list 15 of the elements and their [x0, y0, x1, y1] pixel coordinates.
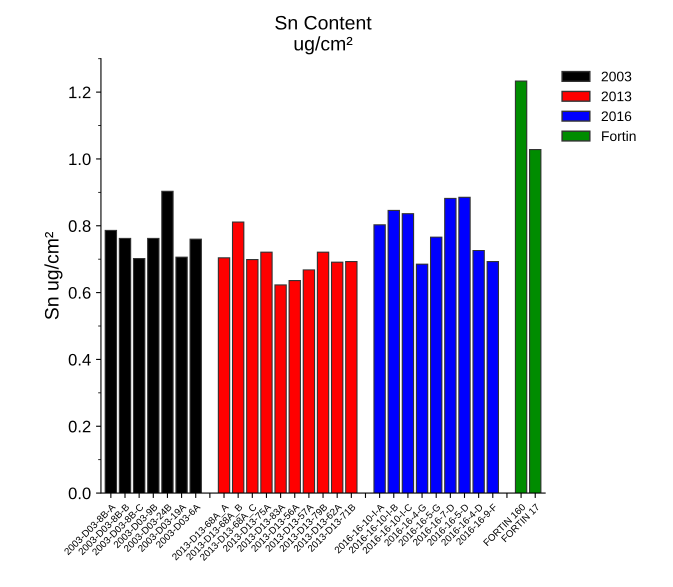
y-tick-label: 0.4	[68, 354, 91, 366]
bar	[458, 196, 471, 494]
legend-label: 2016	[602, 111, 632, 122]
y-axis-title: Sn ug/cm²	[44, 232, 63, 320]
legend-label: Fortin	[602, 130, 636, 142]
y-tick-label: 0.2	[68, 420, 90, 432]
bar	[218, 257, 230, 494]
y-tick-label: 1.2	[69, 86, 90, 98]
y-tick-label: 0.6	[68, 287, 90, 299]
legend-label: 2003	[602, 72, 632, 82]
legend-label: 2013	[602, 91, 632, 102]
chart-title: Sn Content ug/cm²	[275, 16, 372, 54]
y-tick-label: 0.0	[68, 487, 91, 500]
y-tick-label: 1.0	[69, 153, 91, 166]
y-tick-label: 0.8	[68, 220, 91, 232]
